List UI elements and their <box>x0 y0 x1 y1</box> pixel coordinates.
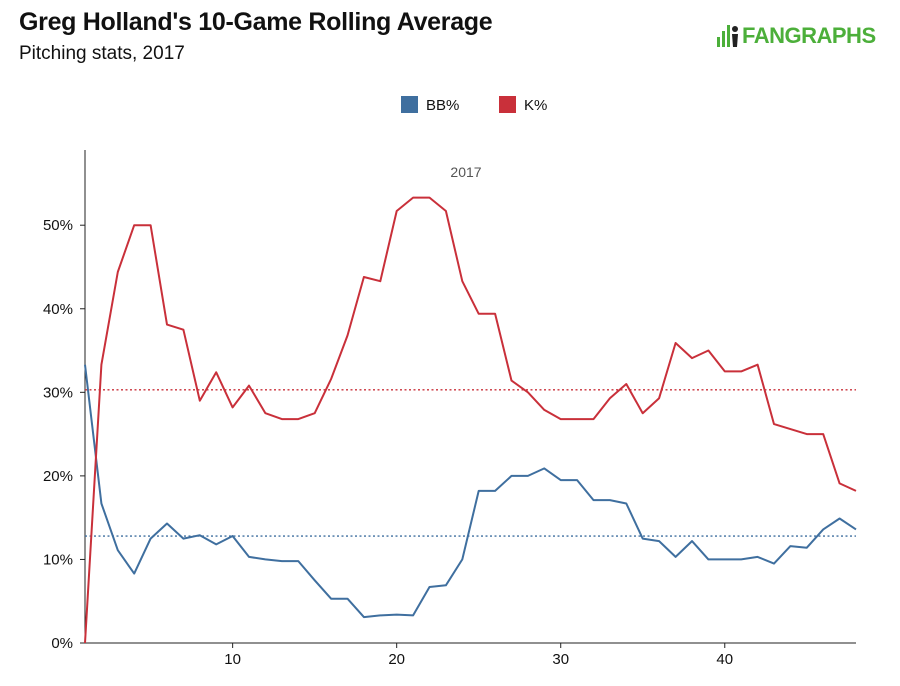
fangraphs-logo-text: FANGRAPHS <box>742 23 876 48</box>
y-tick-label: 20% <box>43 468 73 485</box>
k-series-line <box>84 196 857 644</box>
chart-legend: BB% K% <box>401 96 547 114</box>
x-tick-label: 40 <box>716 651 733 668</box>
fangraphs-logo[interactable]: FANGRAPHS <box>716 22 876 50</box>
chart-subtitle: Pitching stats, 2017 <box>19 43 185 64</box>
series-lines <box>84 196 857 644</box>
legend-label: BB% <box>426 97 459 114</box>
legend-item-bb[interactable]: BB% <box>401 96 459 114</box>
x-tick-label: 10 <box>224 651 241 668</box>
y-tick-label: 0% <box>51 635 73 652</box>
y-tick-label: 10% <box>43 551 73 568</box>
fangraphs-logo-icon <box>717 25 738 47</box>
x-tick-label: 30 <box>552 651 569 668</box>
legend-item-k[interactable]: K% <box>499 96 547 114</box>
y-tick-label: 40% <box>43 301 73 318</box>
y-tick-label: 30% <box>43 384 73 401</box>
chart-title: Greg Holland's 10-Game Rolling Average <box>19 8 493 36</box>
year-annotation: 2017 <box>450 164 481 180</box>
legend-label: K% <box>524 97 547 114</box>
bb-series-line <box>84 364 857 619</box>
chart-axes: 0% 10% 20% 30% 40% 50% 10 20 30 40 <box>43 150 856 668</box>
y-tick-label: 50% <box>43 217 73 234</box>
average-lines <box>85 389 856 537</box>
legend-swatch <box>401 96 418 113</box>
x-tick-label: 20 <box>388 651 405 668</box>
legend-swatch <box>499 96 516 113</box>
